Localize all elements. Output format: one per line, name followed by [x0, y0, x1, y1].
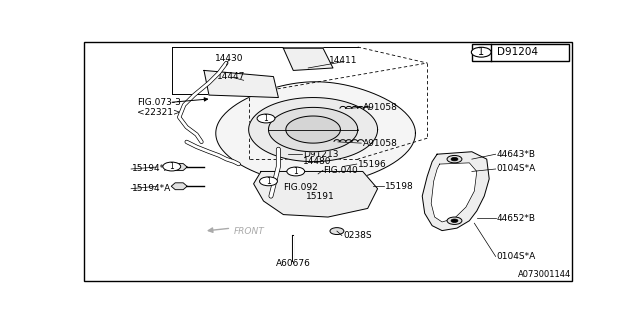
Circle shape	[451, 157, 458, 161]
Text: FIG.040: FIG.040	[323, 166, 358, 175]
Text: FIG.092: FIG.092	[284, 183, 318, 192]
Text: <22321>: <22321>	[137, 108, 180, 117]
Text: FRONT: FRONT	[234, 227, 264, 236]
Text: FIG.073-3: FIG.073-3	[137, 98, 181, 107]
Polygon shape	[172, 183, 187, 190]
Circle shape	[163, 162, 180, 171]
Text: A91058: A91058	[363, 103, 397, 112]
Circle shape	[451, 219, 458, 222]
Text: D91213: D91213	[303, 150, 339, 159]
Polygon shape	[269, 108, 358, 152]
Text: 1: 1	[264, 114, 268, 123]
Text: 15191: 15191	[306, 192, 335, 201]
Text: 15198: 15198	[385, 182, 414, 191]
Circle shape	[287, 167, 305, 176]
Circle shape	[260, 177, 277, 186]
Polygon shape	[284, 48, 333, 70]
Text: 14430: 14430	[214, 54, 243, 63]
Text: A91058: A91058	[363, 139, 397, 148]
Polygon shape	[249, 98, 378, 162]
Polygon shape	[431, 163, 477, 222]
Polygon shape	[253, 172, 378, 217]
Polygon shape	[172, 164, 187, 171]
Polygon shape	[216, 82, 415, 185]
Text: A073001144: A073001144	[518, 270, 571, 279]
Circle shape	[330, 228, 344, 235]
Text: 44652*B: 44652*B	[497, 214, 536, 223]
Text: 44643*B: 44643*B	[497, 150, 536, 159]
Text: A60676: A60676	[276, 259, 310, 268]
Text: 1: 1	[170, 162, 174, 171]
Text: 14411: 14411	[328, 56, 357, 65]
Text: 14480: 14480	[303, 157, 332, 166]
Text: 14447: 14447	[217, 72, 246, 81]
Circle shape	[447, 156, 462, 163]
Text: 15194*A: 15194*A	[132, 184, 172, 193]
Polygon shape	[422, 152, 489, 231]
Text: 0238S: 0238S	[343, 231, 371, 240]
Text: 1: 1	[478, 47, 484, 57]
Text: 0104S*A: 0104S*A	[497, 164, 536, 173]
FancyBboxPatch shape	[84, 42, 572, 281]
Circle shape	[447, 217, 462, 224]
Text: 1: 1	[266, 177, 271, 186]
Circle shape	[257, 114, 275, 123]
Polygon shape	[204, 70, 278, 98]
Circle shape	[471, 47, 491, 57]
Polygon shape	[286, 116, 340, 143]
Bar	[472, 44, 568, 60]
Text: 1: 1	[293, 167, 298, 176]
Text: D91204: D91204	[497, 47, 538, 57]
Text: 15196: 15196	[358, 160, 387, 169]
Text: 15194*A: 15194*A	[132, 164, 172, 173]
Text: 0104S*A: 0104S*A	[497, 252, 536, 261]
